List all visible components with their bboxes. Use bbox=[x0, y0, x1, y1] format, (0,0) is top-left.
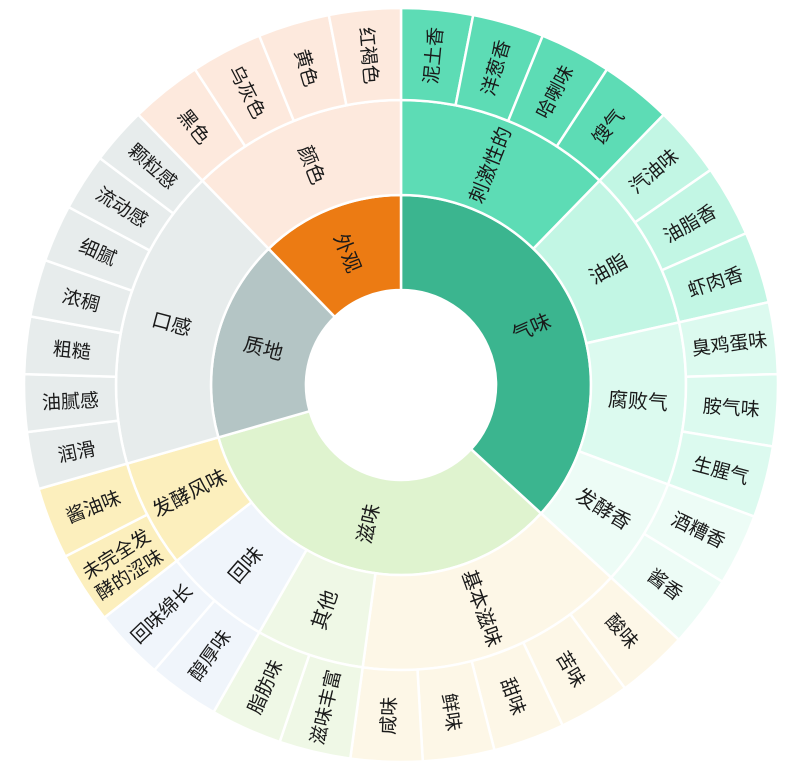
label-咸味: 咸味 bbox=[378, 696, 401, 735]
label-泥土香: 泥土香 bbox=[420, 26, 447, 85]
label-粗糙: 粗糙 bbox=[52, 338, 92, 364]
label-红褐色: 红褐色 bbox=[354, 26, 381, 85]
label-油腻感: 油腻感 bbox=[41, 390, 99, 415]
label-胺气味: 胺气味 bbox=[702, 395, 760, 421]
segment-红褐色 bbox=[327, 6, 403, 107]
label-腐败气: 腐败气 bbox=[607, 387, 668, 415]
